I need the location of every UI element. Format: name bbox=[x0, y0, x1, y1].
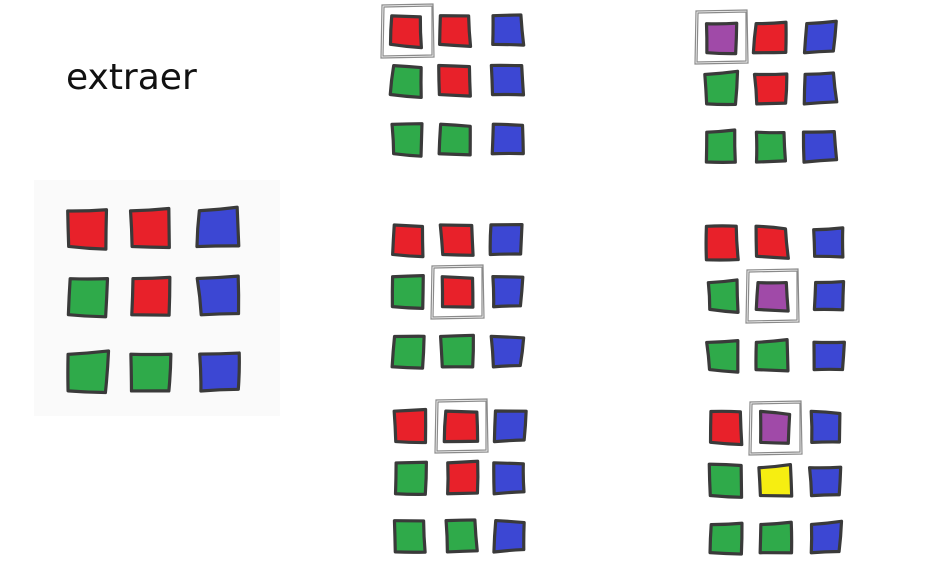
tile-bottom-center-green bbox=[437, 122, 472, 157]
tile-middle-center-yellow bbox=[757, 462, 794, 498]
tile-top-right-blue bbox=[802, 19, 838, 55]
tile-top-right-blue bbox=[491, 13, 526, 47]
tile-top-center-red bbox=[751, 20, 788, 55]
selection-frame bbox=[694, 9, 749, 65]
tile-bottom-right-blue bbox=[490, 122, 525, 156]
selection-frame bbox=[434, 398, 489, 454]
tile-top-center-red bbox=[128, 206, 171, 250]
title-label: extraer bbox=[66, 57, 197, 98]
tile-top-left-red bbox=[392, 407, 428, 445]
tile-middle-center-red bbox=[446, 459, 480, 496]
tile-bottom-left-green bbox=[704, 128, 737, 164]
step-2-after bbox=[704, 224, 846, 374]
tile-middle-center-red bbox=[440, 275, 475, 309]
tile-bottom-left-green bbox=[705, 339, 740, 374]
tile-middle-right-blue bbox=[491, 275, 525, 309]
tile-middle-right-blue bbox=[195, 274, 241, 317]
selection-frame bbox=[430, 264, 485, 320]
tile-middle-center-red bbox=[752, 72, 789, 106]
tile-middle-center-purple bbox=[754, 280, 790, 313]
step-1-before bbox=[380, 3, 526, 158]
tile-top-center-red bbox=[754, 224, 790, 260]
tile-top-center-red bbox=[438, 223, 475, 257]
tile-middle-left-green bbox=[706, 278, 740, 314]
tile-top-left-purple bbox=[704, 21, 739, 56]
tile-bottom-center-green bbox=[754, 130, 788, 164]
tile-bottom-right-blue bbox=[198, 351, 241, 393]
tile-middle-left-green bbox=[393, 460, 428, 496]
tile-top-center-purple bbox=[758, 409, 792, 445]
tile-top-center-red bbox=[438, 14, 473, 48]
tile-top-right-blue bbox=[195, 205, 241, 249]
selection-frame bbox=[748, 400, 803, 456]
tile-top-right-blue bbox=[809, 409, 842, 445]
step-3-before bbox=[392, 398, 528, 554]
selection-frame bbox=[380, 3, 435, 59]
tile-bottom-right-blue bbox=[492, 518, 526, 554]
tile-middle-left-green bbox=[66, 277, 110, 319]
tile-middle-right-blue bbox=[807, 465, 843, 498]
selection-frame bbox=[745, 268, 800, 324]
tile-bottom-center-green bbox=[444, 518, 479, 554]
tile-top-left-red bbox=[388, 14, 423, 50]
tile-top-left-red bbox=[391, 223, 425, 259]
tile-bottom-right-blue bbox=[812, 340, 846, 372]
tile-middle-left-green bbox=[390, 273, 425, 310]
tile-bottom-center-green bbox=[758, 520, 794, 555]
tile-top-left-red bbox=[704, 224, 740, 262]
tile-bottom-right-blue bbox=[809, 519, 844, 555]
tile-middle-right-blue bbox=[492, 461, 526, 496]
tile-bottom-right-blue bbox=[801, 130, 839, 164]
tile-top-left-red bbox=[708, 409, 744, 447]
tile-middle-center-red bbox=[130, 275, 172, 317]
tile-bottom-left-green bbox=[392, 519, 427, 554]
step-1-after bbox=[694, 9, 839, 164]
tile-bottom-left-green bbox=[66, 349, 111, 395]
tile-top-right-blue bbox=[488, 222, 524, 257]
tile-bottom-left-green bbox=[390, 122, 424, 158]
tile-bottom-center-green bbox=[129, 352, 173, 393]
tile-bottom-center-green bbox=[754, 338, 790, 373]
tile-top-right-blue bbox=[492, 409, 528, 444]
tile-middle-right-blue bbox=[489, 63, 526, 97]
tile-middle-right-blue bbox=[802, 71, 839, 106]
tile-middle-left-green bbox=[703, 69, 740, 107]
tile-top-center-red bbox=[442, 409, 480, 444]
step-3-after bbox=[707, 400, 844, 556]
tile-top-right-blue bbox=[812, 226, 845, 259]
tile-bottom-center-green bbox=[438, 333, 476, 369]
source-grid bbox=[66, 205, 241, 395]
tile-middle-right-blue bbox=[812, 279, 846, 312]
step-2-before bbox=[390, 222, 526, 370]
tile-top-left-red bbox=[66, 208, 109, 251]
tile-bottom-left-green bbox=[708, 521, 744, 556]
tile-bottom-right-blue bbox=[489, 334, 526, 369]
tile-middle-left-green bbox=[388, 64, 423, 100]
tile-middle-left-green bbox=[707, 462, 744, 499]
tile-middle-center-red bbox=[437, 63, 472, 98]
tile-bottom-left-green bbox=[390, 334, 426, 370]
